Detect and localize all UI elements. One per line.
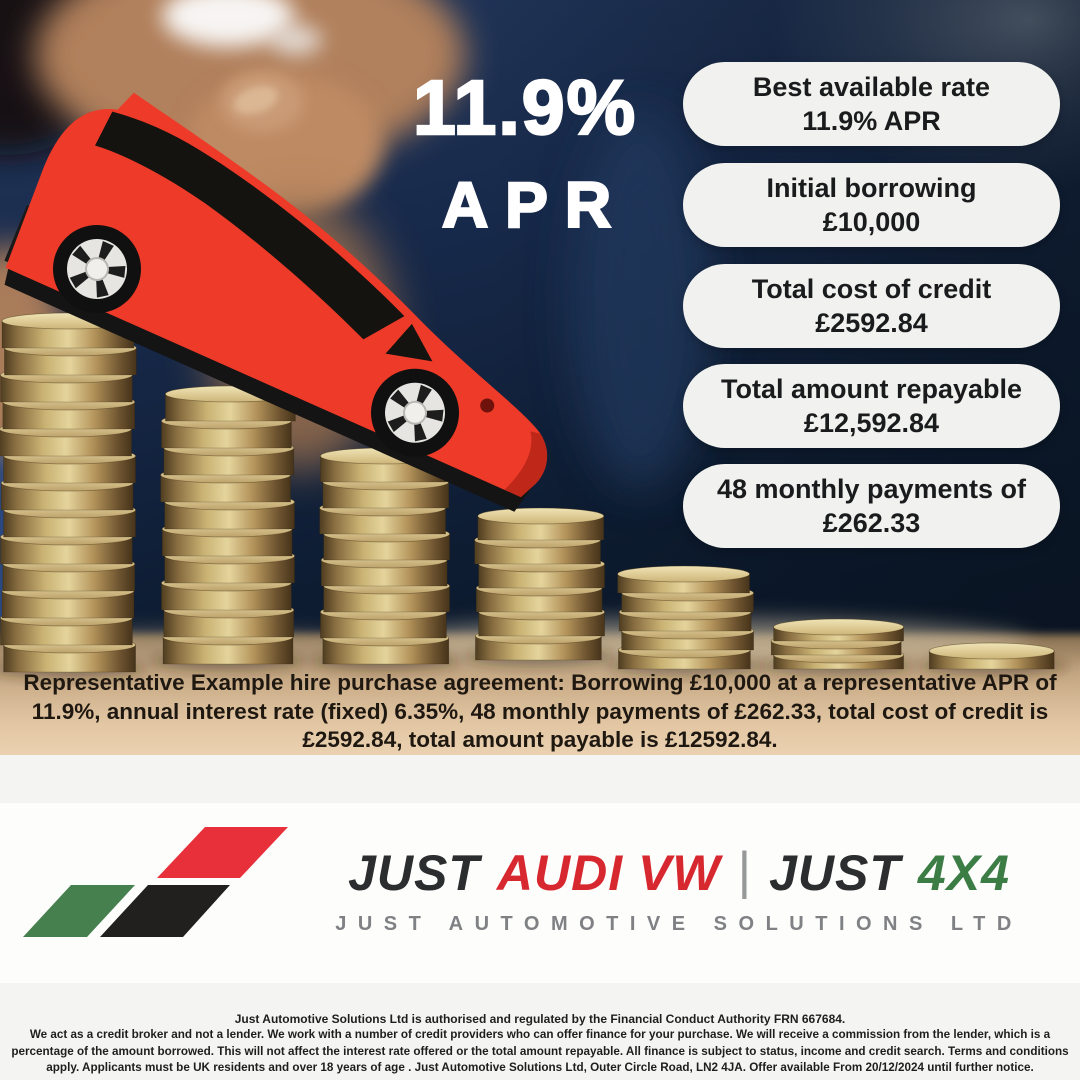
front-wheel xyxy=(371,368,460,457)
pill-monthly-payments: 48 monthly payments of £262.33 xyxy=(683,464,1060,548)
brand-word-4x4: 4X4 xyxy=(917,845,1010,901)
pill-label: Best available rate xyxy=(752,72,991,102)
pill-label: 48 monthly payments of xyxy=(716,474,1027,504)
pill-value: 11.9% APR xyxy=(802,106,941,136)
brand-tagline: JUST AUTOMOTIVE SOLUTIONS LTD xyxy=(335,913,1023,935)
brand-word-just1: JUST xyxy=(348,845,480,901)
pill-total-amount-repayable: Total amount repayable £12,592.84 xyxy=(683,364,1060,448)
logo-parallelogram-black xyxy=(100,885,230,937)
pill-value: £10,000 xyxy=(822,207,921,237)
white-glare xyxy=(162,0,294,47)
brand-separator: | xyxy=(737,842,753,900)
legal-disclaimer: Just Automotive Solutions Ltd is authori… xyxy=(2,1012,1078,1077)
brand-name: JUST AUDI VW | JUST 4X4 xyxy=(298,842,1060,903)
brand-band: JUST AUDI VW | JUST 4X4 JUST AUTOMOTIVE … xyxy=(0,755,1080,1080)
car-windows xyxy=(95,111,405,340)
brand-word-audivw: AUDI VW xyxy=(496,845,721,901)
rear-wheel xyxy=(53,225,141,313)
headline-rate: 11.9% xyxy=(412,64,638,153)
pill-label: Total amount repayable xyxy=(720,374,1023,404)
logo-parallelogram-red xyxy=(157,827,288,878)
pill-initial-borrowing: Initial borrowing £10,000 xyxy=(683,163,1060,247)
shirt-fold xyxy=(570,110,710,490)
brand-text-block: JUST AUDI VW | JUST 4X4 JUST AUTOMOTIVE … xyxy=(298,842,1060,936)
pill-value: £262.33 xyxy=(822,508,921,538)
pill-value: £12,592.84 xyxy=(803,408,940,438)
legal-authorisation-line: Just Automotive Solutions Ltd is authori… xyxy=(234,1012,846,1027)
legal-body-text: We act as a credit broker and not a lend… xyxy=(11,1028,1069,1075)
headline-apr-label: APR xyxy=(441,168,629,243)
pill-label: Initial borrowing xyxy=(766,173,977,203)
brand-logo-mark xyxy=(23,827,288,937)
brand-word-just2: JUST xyxy=(769,845,901,901)
fingernail xyxy=(233,85,279,115)
representative-example-text: Representative Example hire purchase agr… xyxy=(23,670,1057,752)
pill-total-cost-of-credit: Total cost of credit £2592.84 xyxy=(683,264,1060,348)
toy-car-illustration xyxy=(4,92,548,512)
coin-stacks xyxy=(0,312,1067,678)
pill-value: £2592.84 xyxy=(815,308,928,338)
pill-best-available-rate: Best available rate 11.9% APR xyxy=(683,62,1060,146)
logo-parallelogram-green xyxy=(23,885,135,937)
pill-label: Total cost of credit xyxy=(751,274,992,304)
